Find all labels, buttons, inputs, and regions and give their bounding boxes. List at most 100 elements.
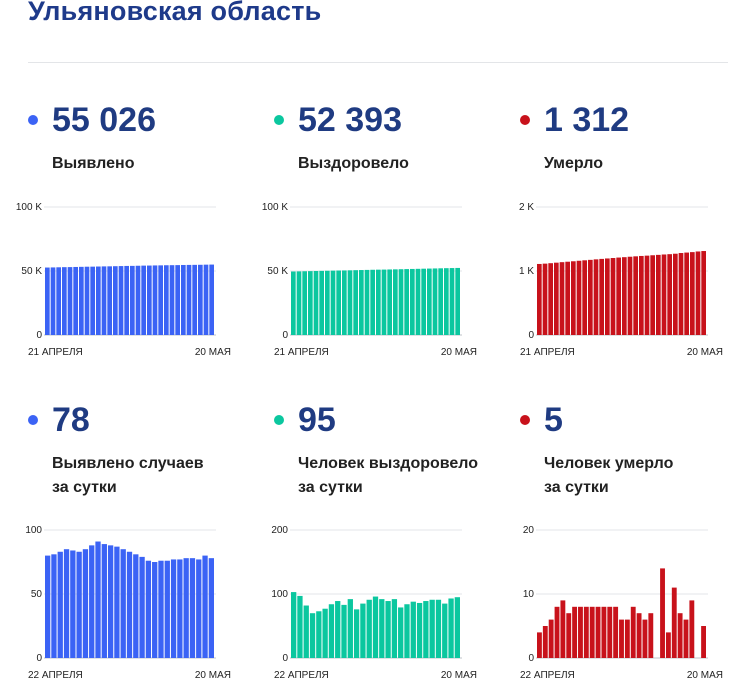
bar [410, 268, 415, 335]
bar [683, 619, 689, 658]
bar [303, 605, 309, 658]
bar [542, 263, 548, 335]
bar [593, 259, 599, 335]
bar [366, 599, 372, 658]
bar [427, 268, 432, 335]
card-detected-daily: 78 Выявлено случаев за сутки 0 50 100 22 АП… [25, 400, 268, 681]
bar [322, 608, 328, 658]
bar [291, 271, 296, 335]
bar [438, 268, 443, 335]
header-divider [28, 62, 728, 63]
bar [421, 268, 426, 335]
bar [353, 609, 360, 658]
bar [147, 265, 152, 335]
bar [673, 253, 678, 335]
bar [404, 269, 409, 335]
bar [398, 607, 404, 658]
bar [410, 601, 416, 658]
bar [576, 260, 582, 335]
bar [605, 258, 610, 335]
bar [633, 256, 638, 335]
bar [164, 560, 170, 658]
bar [572, 606, 578, 658]
legend-dot-blue [28, 115, 38, 125]
bar [690, 252, 695, 335]
x-end-label: 20 МАЯ [195, 670, 231, 681]
bar [347, 599, 353, 658]
bar [198, 264, 203, 335]
bar [423, 601, 429, 658]
bar [328, 604, 335, 658]
bar [393, 269, 398, 335]
bar [313, 271, 319, 335]
bar [636, 613, 642, 658]
card-recovered-total: 52 393 Выздоровело 0 50 K 100 K 21 АПРЕЛЯ 20… [262, 100, 514, 370]
bar [359, 270, 364, 335]
card-deaths-total: 1 312 Умерло 0 1 K 2 K 21 АПРЕЛЯ 20 МАЯ [519, 100, 752, 370]
deaths-total-label: Умерло [544, 155, 603, 172]
bar [316, 611, 322, 658]
bar [335, 601, 341, 658]
chart-detected-daily: 0 50 100 22 АПРЕЛЯ 20 МАЯ [25, 525, 231, 681]
bar [209, 264, 214, 335]
bar [630, 606, 636, 658]
bar [89, 545, 95, 658]
bar [364, 269, 370, 335]
recovered-daily-label-line2: за сутки [298, 479, 363, 496]
bar [107, 266, 112, 335]
card-detected-total: 55 026 Выявлено 0 50 K 100 K 21 АПРЕЛЯ 20 МА… [16, 100, 268, 370]
bar [667, 254, 672, 335]
bar [296, 271, 302, 335]
y-tick-label: 20 [523, 525, 535, 536]
bar [583, 606, 589, 658]
bar [449, 268, 455, 335]
bar [656, 254, 661, 335]
y-tick-label: 0 [282, 653, 288, 664]
x-start-label: 21 АПРЕЛЯ [274, 347, 329, 358]
legend-dot-teal [274, 415, 284, 425]
bar [370, 269, 375, 335]
bar [101, 266, 107, 335]
bar [372, 596, 379, 658]
bar [63, 549, 70, 658]
bar [701, 251, 706, 335]
bar [588, 259, 593, 335]
bar [152, 265, 158, 335]
chart-deaths-total: 0 1 K 2 K 21 АПРЕЛЯ 20 МАЯ [519, 202, 723, 358]
page-title: Ульяновская область [28, 0, 322, 26]
bar [678, 253, 684, 335]
bar [186, 264, 192, 335]
bar [571, 261, 576, 335]
bar [589, 606, 595, 658]
y-tick-label: 0 [528, 330, 534, 341]
y-tick-label: 50 [31, 589, 43, 600]
y-tick-label: 50 K [267, 266, 288, 277]
bar [202, 555, 208, 658]
chart-detected-total: 0 50 K 100 K 21 АПРЕЛЯ 20 МАЯ [16, 202, 231, 358]
bar [376, 269, 381, 335]
bar [454, 597, 460, 658]
bar [665, 632, 671, 658]
bar [51, 554, 57, 658]
bar [118, 266, 124, 335]
bar [429, 599, 435, 658]
deaths-daily-label-line2: за сутки [544, 479, 609, 496]
bar [192, 264, 197, 335]
detected-daily-label-line1: Выявлено случаев [52, 455, 204, 472]
bar [62, 267, 67, 335]
legend-dot-red [520, 115, 530, 125]
bar [416, 602, 423, 658]
bar [554, 262, 559, 335]
bar [56, 267, 61, 335]
legend-dot-teal [274, 115, 284, 125]
x-start-label: 22 АПРЕЛЯ [520, 670, 575, 681]
card-deaths-daily: 5 Человек умерло за сутки 0 10 20 22 АПРЕЛЯ… [520, 400, 752, 681]
detected-total-value: 55 026 [52, 101, 156, 139]
bar [613, 606, 619, 658]
y-tick-label: 0 [528, 653, 534, 664]
bar [96, 266, 101, 335]
bar [114, 546, 120, 658]
x-start-label: 22 АПРЕЛЯ [274, 670, 329, 681]
bar [189, 558, 196, 658]
y-tick-label: 2 K [519, 202, 534, 213]
